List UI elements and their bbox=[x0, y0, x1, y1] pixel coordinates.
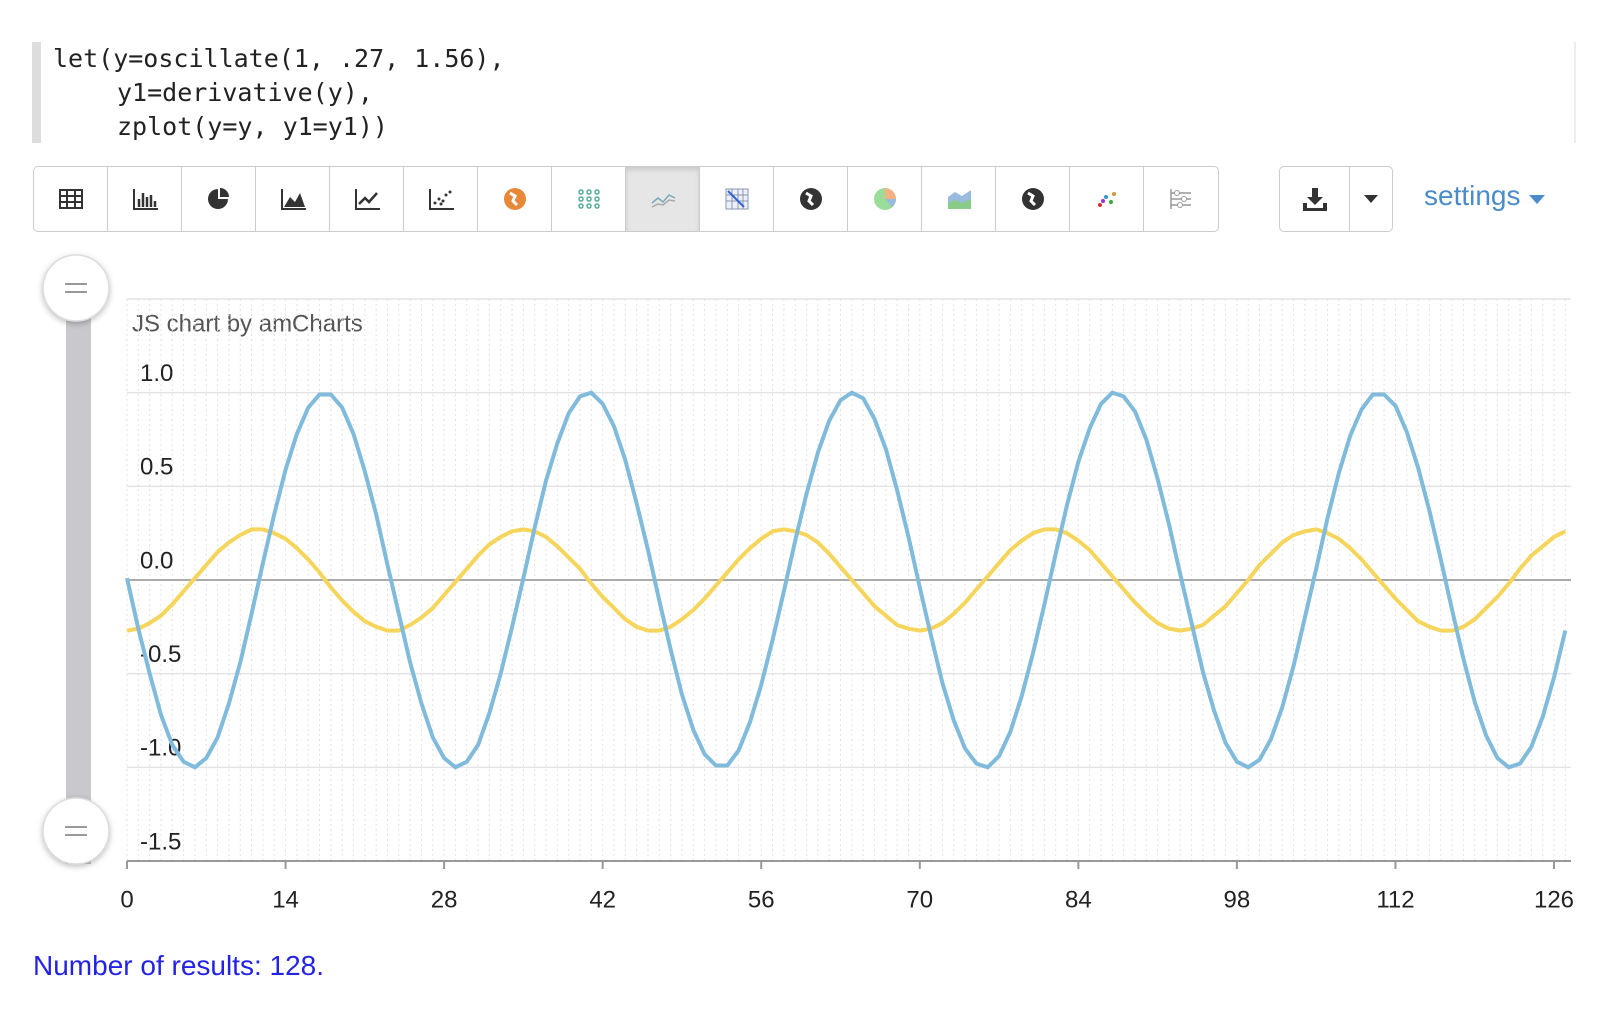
y-tick-label: 1.0 bbox=[140, 360, 173, 387]
x-tick-label: 56 bbox=[748, 886, 775, 910]
chart-type-button[interactable] bbox=[182, 167, 256, 231]
chart-type-button[interactable] bbox=[108, 167, 182, 231]
chart-credit: JS chart by amCharts bbox=[132, 310, 363, 337]
y-tick-label: 0.0 bbox=[140, 547, 173, 574]
line-series bbox=[125, 390, 1568, 770]
x-tick-label: 126 bbox=[1534, 886, 1574, 910]
result-count: Number of results: 128. bbox=[33, 950, 325, 981]
settings-link[interactable]: settings bbox=[1424, 180, 1546, 212]
icon bbox=[1302, 188, 1327, 211]
x-tick-label: 0 bbox=[120, 886, 133, 910]
icon bbox=[873, 188, 896, 210]
chart-type-toolbar bbox=[33, 166, 1219, 232]
icon bbox=[1021, 188, 1044, 210]
chart-type-button[interactable] bbox=[700, 167, 774, 231]
x-tick-label: 98 bbox=[1224, 886, 1251, 910]
download-group bbox=[1279, 166, 1393, 232]
range-slider-handle[interactable] bbox=[42, 797, 110, 865]
chart-type-button[interactable] bbox=[478, 167, 552, 231]
chart-type-button[interactable] bbox=[404, 167, 478, 231]
x-tick-label: 42 bbox=[589, 886, 616, 910]
range-slider-track bbox=[66, 298, 91, 864]
chart-type-button[interactable] bbox=[774, 167, 848, 231]
x-tick-label: 14 bbox=[272, 886, 299, 910]
icon bbox=[1097, 192, 1116, 207]
chart-type-button[interactable] bbox=[1070, 167, 1144, 231]
download-button[interactable] bbox=[1280, 167, 1350, 231]
icon bbox=[577, 189, 600, 209]
chart-type-button[interactable] bbox=[848, 167, 922, 231]
chart-type-button[interactable] bbox=[34, 167, 108, 231]
icon bbox=[947, 190, 971, 209]
icon bbox=[132, 189, 158, 210]
code-line: zplot(y=y, y1=y1)) bbox=[117, 112, 388, 141]
handle-grip bbox=[65, 283, 87, 293]
chart-type-button[interactable] bbox=[626, 167, 700, 231]
icon bbox=[503, 188, 526, 210]
chart-type-button[interactable] bbox=[1144, 167, 1218, 231]
icon bbox=[799, 188, 822, 210]
icon bbox=[651, 194, 675, 208]
x-tick-label: 112 bbox=[1376, 886, 1414, 910]
icon bbox=[428, 189, 454, 210]
settings-label: settings bbox=[1424, 180, 1521, 211]
x-tick-label: 70 bbox=[906, 886, 933, 910]
chart: JS chart by amCharts 1.00.50.0-0.5-1.0-1… bbox=[42, 254, 1574, 910]
y-tick-label: -1.5 bbox=[140, 828, 181, 855]
handle-grip bbox=[65, 826, 87, 836]
code-editor[interactable]: let(y=oscillate(1, .27, 1.56), y1=deriva… bbox=[32, 42, 1576, 143]
x-tick-label: 28 bbox=[431, 886, 458, 910]
range-slider-handle[interactable] bbox=[42, 254, 110, 322]
icon bbox=[1529, 195, 1546, 204]
y-tick-label: 0.5 bbox=[140, 454, 173, 481]
icon bbox=[58, 189, 83, 209]
chart-type-button[interactable] bbox=[256, 167, 330, 231]
x-tick-label: 84 bbox=[1065, 886, 1092, 910]
chart-type-button[interactable] bbox=[922, 167, 996, 231]
code-line: let(y=oscillate(1, .27, 1.56), bbox=[53, 44, 505, 73]
icon bbox=[207, 188, 229, 209]
icon bbox=[354, 189, 380, 210]
chart-type-button[interactable] bbox=[330, 167, 404, 231]
icon bbox=[1170, 189, 1191, 209]
chart-type-button[interactable] bbox=[552, 167, 626, 231]
icon bbox=[725, 188, 748, 210]
download-dropdown[interactable] bbox=[1350, 167, 1392, 231]
icon bbox=[1364, 195, 1378, 203]
chart-type-button[interactable] bbox=[996, 167, 1070, 231]
icon bbox=[280, 189, 306, 210]
code-line: y1=derivative(y), bbox=[117, 78, 373, 107]
